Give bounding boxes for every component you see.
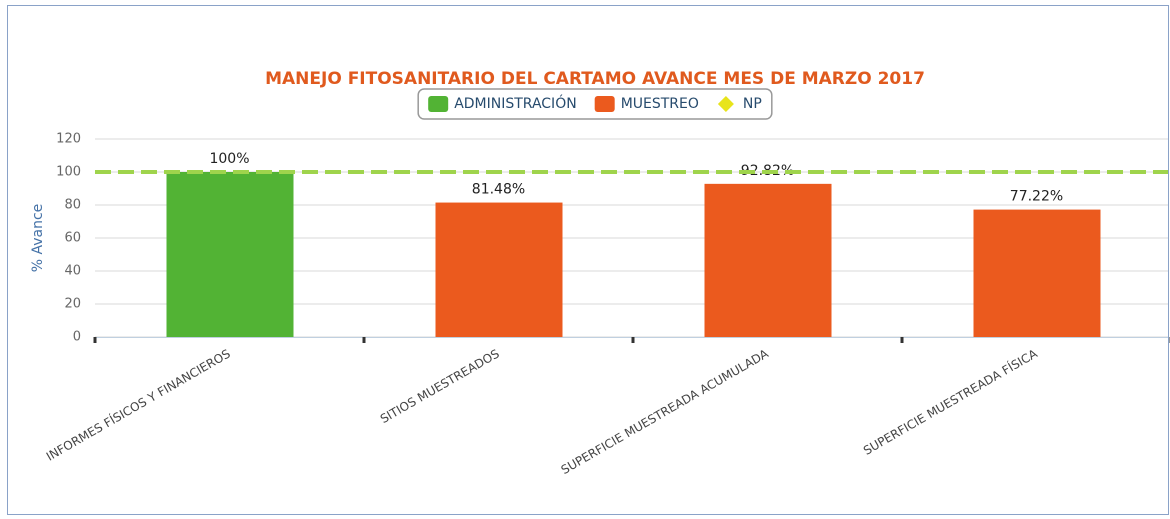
bar: [435, 202, 563, 337]
y-tick-label: 0: [73, 330, 81, 345]
legend-label: NP: [743, 96, 762, 112]
legend: ADMINISTRACIÓN MUESTREO NP: [417, 88, 773, 120]
chart-title: MANEJO FITOSANITARIO DEL CARTAMO AVANCE …: [265, 69, 925, 89]
data-label: 81.48%: [472, 182, 525, 198]
legend-label: MUESTREO: [621, 96, 699, 112]
bar: [166, 172, 294, 337]
legend-symbol: [594, 96, 615, 112]
legend-symbol: [428, 96, 449, 112]
data-label: 77.22%: [1010, 189, 1063, 205]
y-tick-label: 80: [64, 198, 81, 213]
bar: [704, 183, 832, 337]
y-tick-label: 20: [64, 297, 81, 312]
y-tick-label: 60: [64, 231, 81, 246]
data-label: 100%: [209, 151, 249, 167]
y-axis-label: % Avance: [30, 204, 46, 273]
bar: [973, 209, 1101, 337]
legend-symbol: [717, 96, 734, 112]
y-tick-label: 40: [64, 264, 81, 279]
legend-label: ADMINISTRACIÓN: [454, 94, 577, 112]
y-tick-label: 100: [56, 165, 81, 180]
y-tick-label: 120: [56, 132, 81, 147]
